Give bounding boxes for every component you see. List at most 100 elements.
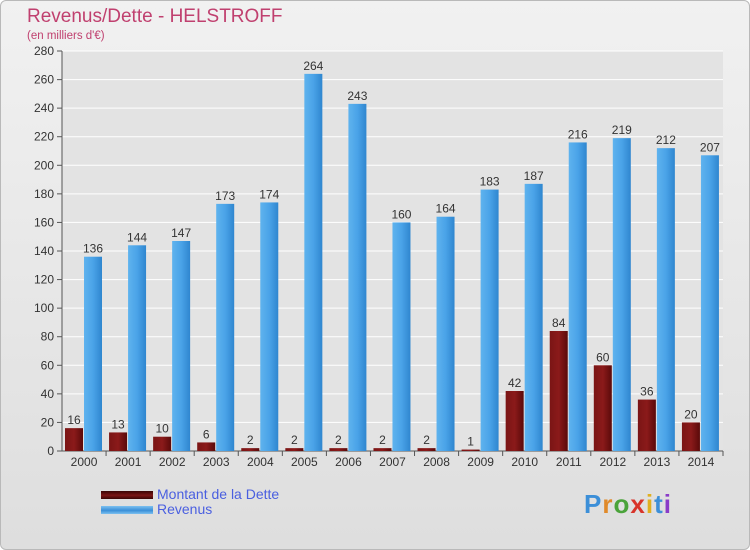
data-label-dette: 2 bbox=[379, 433, 386, 447]
bar-dette bbox=[241, 448, 260, 451]
x-tick-label: 2006 bbox=[335, 455, 362, 469]
bar-dette bbox=[373, 448, 392, 451]
legend-label-dette: Montant de la Dette bbox=[157, 486, 280, 502]
x-tick-label: 2009 bbox=[467, 455, 494, 469]
y-tick-label: 120 bbox=[34, 273, 54, 287]
bar-dette bbox=[461, 449, 480, 451]
y-tick-label: 260 bbox=[34, 73, 54, 87]
bar-revenus bbox=[392, 222, 411, 451]
bar-revenus bbox=[348, 103, 367, 451]
bar-revenus bbox=[480, 189, 499, 452]
legend-label-revenus: Revenus bbox=[157, 501, 213, 517]
bar-revenus bbox=[172, 241, 191, 451]
data-label-revenus: 216 bbox=[568, 127, 588, 141]
logo-letter: i bbox=[663, 489, 672, 519]
y-tick-label: 140 bbox=[34, 244, 54, 258]
bar-revenus bbox=[304, 73, 323, 451]
bar-dette bbox=[65, 428, 83, 451]
bar-revenus bbox=[656, 148, 675, 451]
y-tick-label: 280 bbox=[34, 44, 54, 58]
data-label-revenus: 207 bbox=[700, 140, 720, 154]
bar-dette bbox=[681, 422, 700, 451]
data-label-dette: 2 bbox=[247, 433, 254, 447]
y-tick-label: 20 bbox=[41, 415, 55, 429]
y-tick-label: 80 bbox=[41, 330, 55, 344]
x-tick-label: 2001 bbox=[115, 455, 142, 469]
bar-dette bbox=[593, 365, 612, 451]
bar-dette bbox=[153, 436, 172, 451]
bar-dette bbox=[417, 448, 436, 451]
logo-letter: o bbox=[613, 489, 631, 519]
logo-letter: i bbox=[645, 489, 655, 519]
x-tick-label: 2014 bbox=[688, 455, 715, 469]
y-tick-label: 240 bbox=[34, 101, 54, 115]
bar-dette bbox=[109, 432, 128, 451]
x-tick-label: 2002 bbox=[159, 455, 186, 469]
data-label-dette: 60 bbox=[596, 350, 610, 364]
data-label-revenus: 164 bbox=[436, 202, 456, 216]
bar-revenus bbox=[84, 256, 102, 451]
data-label-dette: 13 bbox=[111, 417, 125, 431]
bar-dette bbox=[505, 391, 524, 451]
y-tick-label: 200 bbox=[34, 158, 54, 172]
bar-dette bbox=[549, 331, 568, 451]
bar-dette bbox=[285, 448, 304, 451]
y-tick-label: 220 bbox=[34, 130, 54, 144]
legend-swatch-revenus bbox=[101, 506, 153, 514]
data-label-dette: 2 bbox=[423, 433, 430, 447]
y-tick-label: 180 bbox=[34, 187, 54, 201]
x-tick-label: 2005 bbox=[291, 455, 318, 469]
bar-revenus bbox=[568, 142, 587, 451]
data-label-revenus: 173 bbox=[215, 189, 235, 203]
data-label-revenus: 243 bbox=[347, 89, 367, 103]
bar-revenus bbox=[524, 183, 543, 451]
x-tick-label: 2008 bbox=[423, 455, 450, 469]
data-label-dette: 20 bbox=[684, 407, 698, 421]
bar-dette bbox=[197, 442, 216, 451]
bar-revenus bbox=[436, 216, 455, 451]
bar-revenus bbox=[612, 138, 631, 451]
y-tick-label: 40 bbox=[41, 387, 55, 401]
bar-revenus bbox=[128, 245, 147, 451]
data-label-dette: 2 bbox=[335, 433, 342, 447]
data-label-dette: 10 bbox=[155, 422, 169, 436]
data-label-revenus: 183 bbox=[480, 175, 500, 189]
data-label-revenus: 144 bbox=[127, 230, 147, 244]
x-tick-label: 2003 bbox=[203, 455, 230, 469]
y-tick-label: 0 bbox=[47, 444, 54, 458]
x-tick-label: 2012 bbox=[599, 455, 626, 469]
x-tick-label: 2007 bbox=[379, 455, 406, 469]
bar-revenus bbox=[260, 202, 279, 451]
data-label-revenus: 212 bbox=[656, 133, 676, 147]
x-tick-label: 2010 bbox=[511, 455, 538, 469]
data-label-revenus: 174 bbox=[259, 187, 279, 201]
y-tick-label: 60 bbox=[41, 358, 55, 372]
chart-title: Revenus/Dette - HELSTROFF bbox=[27, 6, 283, 27]
bar-revenus bbox=[216, 203, 235, 451]
logo-letter: P bbox=[584, 489, 603, 519]
bar-revenus bbox=[700, 155, 719, 452]
proxiti-logo: Proxiti bbox=[584, 489, 672, 520]
data-label-dette: 16 bbox=[67, 413, 81, 427]
data-label-dette: 42 bbox=[508, 376, 522, 390]
bar-dette bbox=[637, 399, 656, 451]
data-label-revenus: 264 bbox=[303, 59, 323, 73]
logo-letter: t bbox=[654, 489, 664, 519]
data-label-dette: 84 bbox=[552, 316, 566, 330]
data-label-revenus: 187 bbox=[524, 169, 544, 183]
legend-swatch-dette bbox=[101, 491, 153, 499]
data-label-revenus: 219 bbox=[612, 123, 632, 137]
x-tick-label: 2011 bbox=[556, 455, 582, 469]
x-tick-label: 2000 bbox=[71, 455, 98, 469]
data-label-revenus: 160 bbox=[391, 207, 411, 221]
chart-subtitle: (en milliers d'€) bbox=[27, 30, 105, 42]
x-tick-label: 2004 bbox=[247, 455, 274, 469]
data-label-revenus: 147 bbox=[171, 226, 191, 240]
logo-letter: r bbox=[602, 489, 614, 519]
bar-dette bbox=[329, 448, 348, 451]
data-label-revenus: 136 bbox=[83, 242, 103, 256]
y-tick-label: 160 bbox=[34, 215, 54, 229]
data-label-dette: 1 bbox=[467, 435, 474, 449]
x-tick-label: 2013 bbox=[644, 455, 671, 469]
